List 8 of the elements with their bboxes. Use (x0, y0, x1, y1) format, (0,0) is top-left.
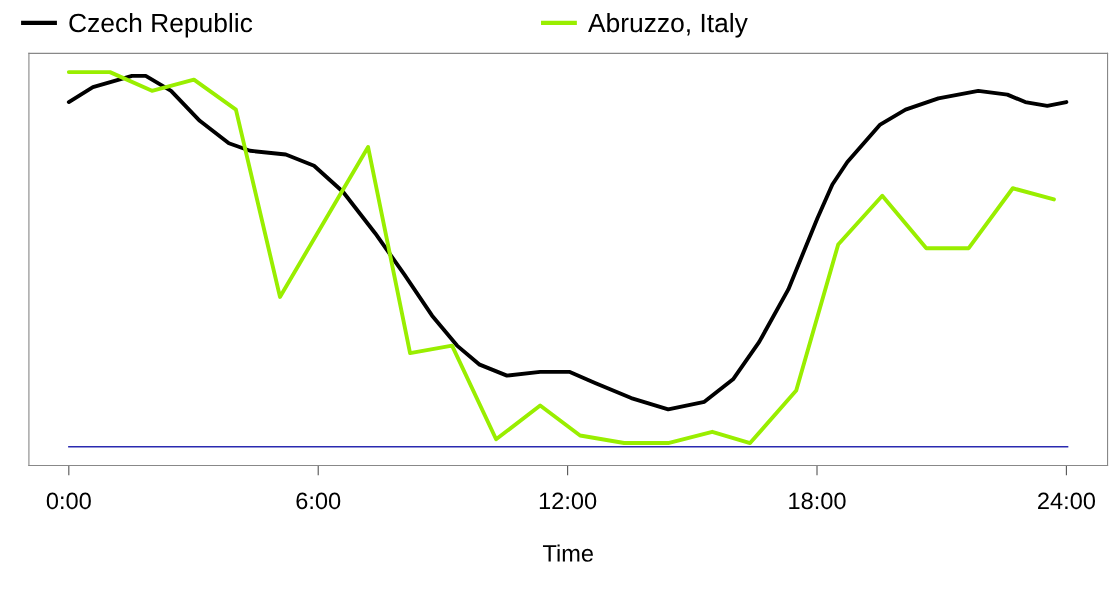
x-axis-title: Time (542, 544, 593, 562)
x-tick-label: 18:00 (789, 492, 846, 510)
legend-label: Czech Republic (69, 12, 253, 38)
legend-label: Abruzzo, Italy (588, 12, 748, 38)
x-tick-label: 24:00 (1038, 492, 1096, 510)
x-tick-label: 12:00 (539, 492, 597, 510)
x-tick-label: 6:00 (296, 492, 341, 510)
x-tick-label: 0:00 (46, 492, 91, 510)
